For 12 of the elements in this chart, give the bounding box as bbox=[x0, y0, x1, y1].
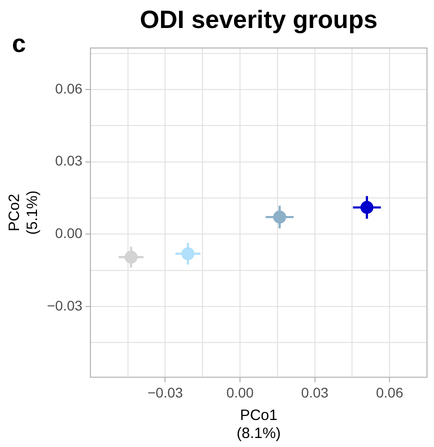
y-tick-label: 0.00 bbox=[55, 225, 83, 242]
x-tick-label: 0.03 bbox=[301, 384, 329, 400]
y-tick-label: 0.03 bbox=[55, 152, 83, 169]
x-tick-label: 0.06 bbox=[376, 384, 404, 400]
y-axis-title: PCo2 (5.1%) bbox=[6, 190, 42, 235]
chart-title: ODI severity groups bbox=[140, 6, 378, 34]
text: c bbox=[12, 30, 26, 58]
x-tick-label: −0.03 bbox=[148, 384, 184, 400]
y-tick-label: −0.03 bbox=[46, 297, 83, 314]
x-axis-title: PCo1 (8.1%) bbox=[236, 407, 281, 442]
y-tick-label: 0.06 bbox=[55, 80, 83, 96]
x-tick-label: 0.00 bbox=[226, 384, 254, 400]
